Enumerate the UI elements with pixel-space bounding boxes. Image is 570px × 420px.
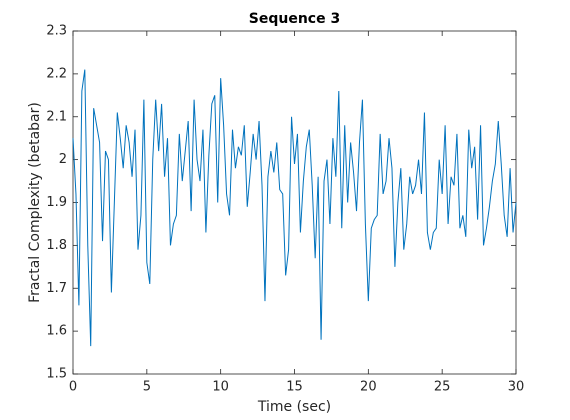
y-tick-label: 2.3: [46, 24, 67, 39]
y-tick-label: 1.5: [46, 367, 67, 382]
x-axis-label: Time (sec): [257, 399, 331, 415]
y-tick-label: 2.1: [46, 109, 67, 124]
y-tick-label: 1.7: [46, 281, 67, 296]
y-tick-label: 1.9: [46, 195, 67, 210]
y-tick-label: 2.2: [46, 66, 67, 81]
x-tick-label: 10: [212, 380, 229, 395]
y-tick-label: 2: [59, 152, 67, 167]
line: [72, 69, 517, 347]
chart-title: Sequence 3: [249, 11, 340, 27]
x-tick-label: 25: [434, 380, 451, 395]
x-tick-label: 15: [286, 380, 303, 395]
x-tick-label: 20: [360, 380, 377, 395]
y-tick-label: 1.6: [46, 324, 67, 339]
x-tick-label: 5: [143, 380, 151, 395]
y-tick-label: 1.8: [46, 238, 67, 253]
y-axis-label: Fractal Complexity (betabar): [27, 102, 43, 303]
x-tick-label: 0: [69, 380, 77, 395]
x-tick-label: 30: [508, 380, 525, 395]
